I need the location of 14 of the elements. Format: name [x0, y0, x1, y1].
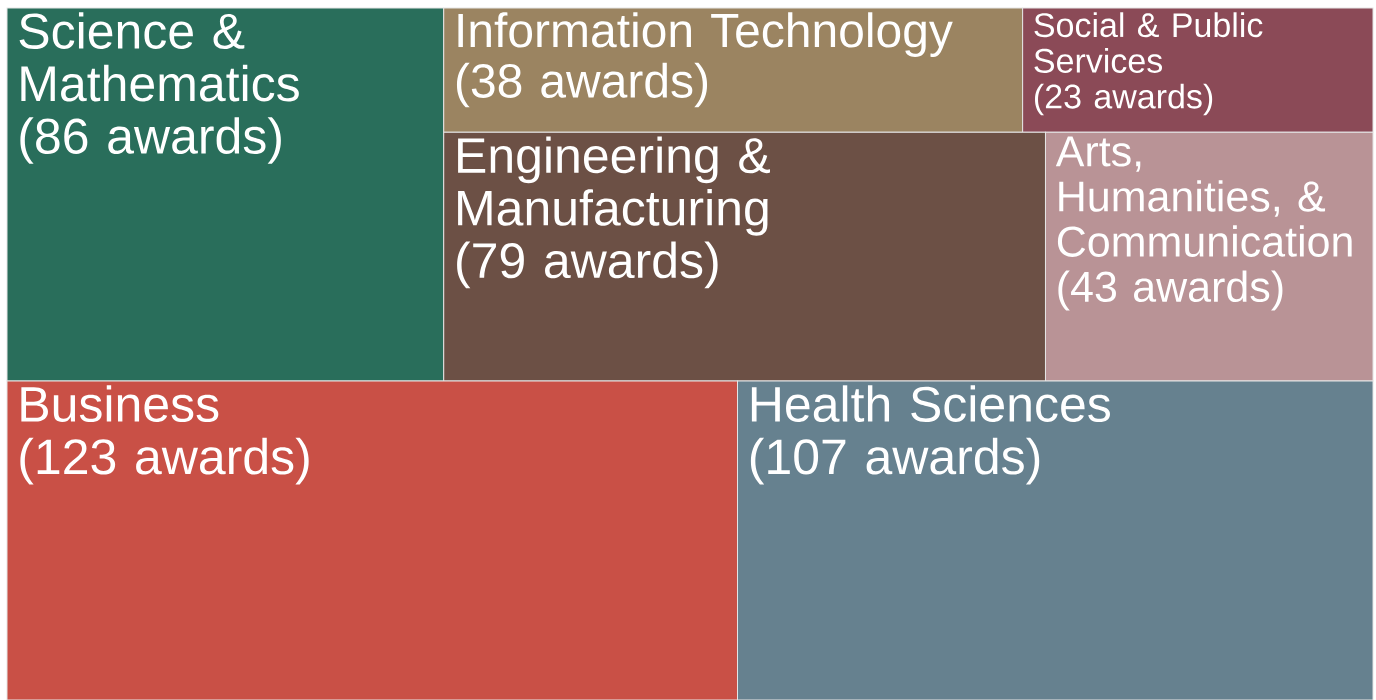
data-label: (86 awards)	[20, 117, 281, 164]
category-label: Health Sciences	[751, 385, 1110, 423]
data-label: (23 awards)	[1035, 83, 1213, 116]
data-label: (38 awards)	[456, 62, 708, 108]
category-label: Social & Public Services	[1034, 12, 1263, 73]
category-label: Information Technology	[458, 12, 953, 57]
data-label: (107 awards)	[750, 437, 1040, 485]
data-label: (79 awards)	[457, 241, 718, 289]
data-label: (43 awards)	[1058, 270, 1283, 311]
data-label: (123 awards)	[20, 437, 309, 485]
category-label: Engineering & Manufacturing	[458, 136, 770, 236]
category-label: Science & Mathematics	[19, 12, 299, 102]
category-label: Business	[21, 385, 219, 423]
category-label: Arts, Humanities, & Communication	[1055, 136, 1352, 257]
